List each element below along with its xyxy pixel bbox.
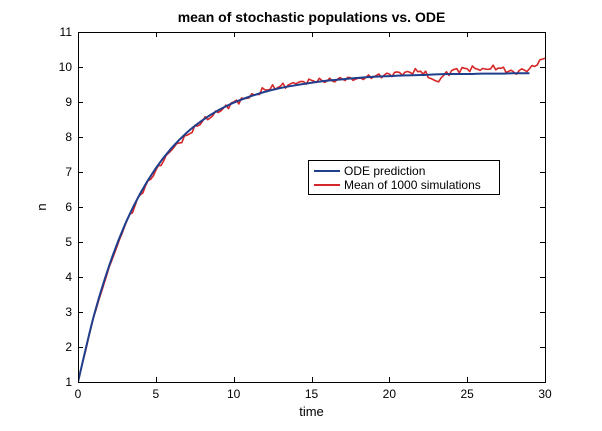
y-tick-label: 9 xyxy=(65,95,72,109)
y-tick-label: 2 xyxy=(65,340,72,354)
series-line-ode xyxy=(78,72,530,382)
legend-label-ode: ODE prediction xyxy=(344,164,425,178)
x-tick-label: 15 xyxy=(305,387,319,401)
y-tick-label: 10 xyxy=(59,60,73,74)
series-line-simulation-mean xyxy=(78,57,545,382)
x-tick-label: 30 xyxy=(538,387,552,401)
y-tick-label: 3 xyxy=(65,305,72,319)
x-axis-label: time xyxy=(299,404,324,419)
y-tick-label: 6 xyxy=(65,200,72,214)
plot-area xyxy=(78,32,545,382)
y-tick-label: 5 xyxy=(65,235,72,249)
y-tick-label: 8 xyxy=(65,130,72,144)
y-tick-label: 1 xyxy=(65,375,72,389)
legend: ODE prediction Mean of 1000 simulations xyxy=(308,160,500,195)
y-tick-label: 11 xyxy=(60,25,73,39)
chart-title: mean of stochastic populations vs. ODE xyxy=(178,9,446,25)
y-tick-label: 7 xyxy=(65,165,72,179)
x-tick-label: 20 xyxy=(383,387,397,401)
series-layer xyxy=(78,57,545,382)
x-tick-label: 25 xyxy=(460,387,474,401)
plot-frame xyxy=(78,32,546,383)
y-tick-label: 4 xyxy=(65,270,72,284)
x-tick-label: 0 xyxy=(75,387,82,401)
legend-label-simulation-mean: Mean of 1000 simulations xyxy=(344,178,481,192)
legend-box xyxy=(308,160,500,195)
x-tick-label: 10 xyxy=(227,387,241,401)
x-tick-label: 5 xyxy=(152,387,159,401)
y-axis-label: n xyxy=(34,203,49,210)
